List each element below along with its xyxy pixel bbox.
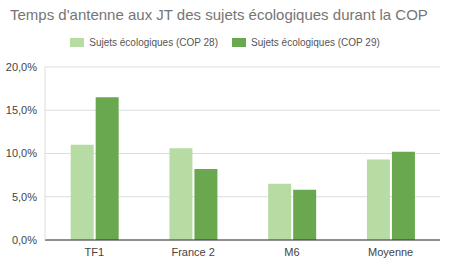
svg-text:TF1: TF1 bbox=[85, 246, 105, 258]
svg-text:0,0%: 0,0% bbox=[12, 234, 37, 246]
svg-text:5,0%: 5,0% bbox=[12, 191, 37, 203]
svg-text:20,0%: 20,0% bbox=[8, 61, 37, 73]
svg-text:Moyenne: Moyenne bbox=[368, 246, 413, 258]
svg-text:15,0%: 15,0% bbox=[8, 104, 37, 116]
html-text:Temps d'antenne aux JT des suj: Temps d'antenne aux JT des sujets écolog… bbox=[10, 6, 428, 23]
html-text:Sujets écologiques (COP 28): Sujets écologiques (COP 28) bbox=[89, 36, 218, 48]
svg-text:M6: M6 bbox=[284, 246, 299, 258]
svg-text:France 2: France 2 bbox=[171, 246, 214, 258]
html-text:Sujets écologiques (COP 29): Sujets écologiques (COP 29) bbox=[251, 36, 380, 48]
svg-text:10,0%: 10,0% bbox=[8, 147, 37, 159]
